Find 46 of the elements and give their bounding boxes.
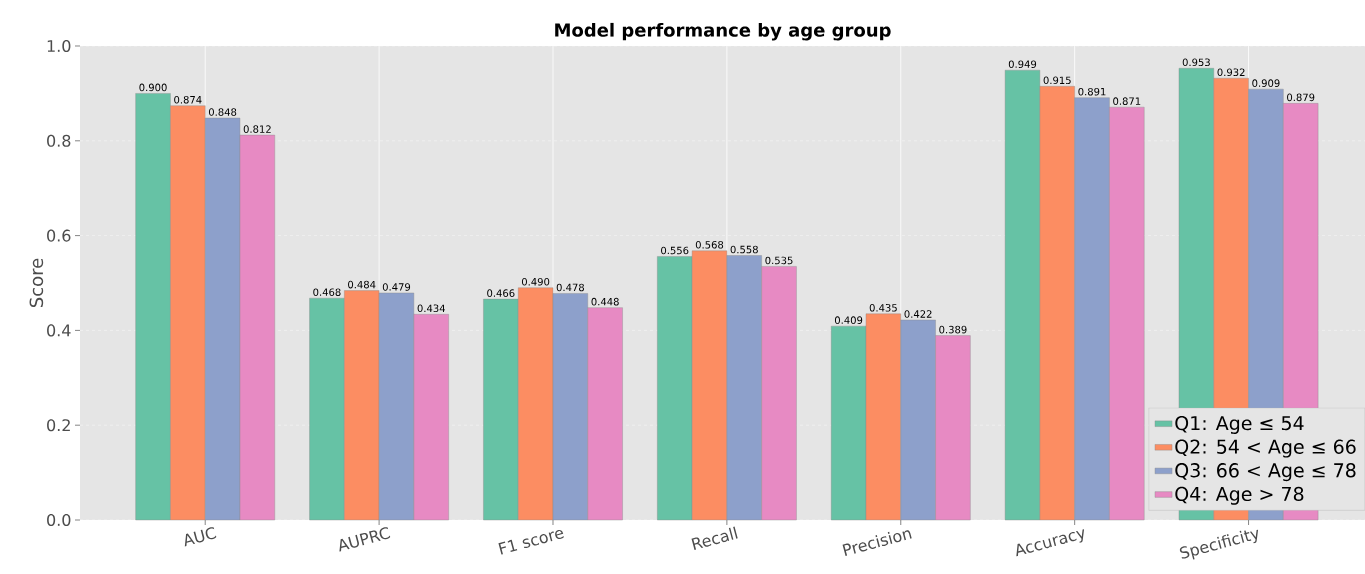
data-label: 0.953: [1182, 58, 1210, 67]
y-tick-label: 1.0: [47, 39, 71, 53]
legend-label: Q3: 66 < Age ≤ 78: [1175, 463, 1356, 482]
chart-title: Model performance by age group: [555, 22, 891, 41]
data-label: 0.812: [243, 125, 271, 133]
data-label: 0.466: [487, 289, 515, 297]
x-tick-label: Precision: [842, 530, 912, 557]
data-label: 0.891: [1078, 87, 1106, 96]
y-tick-label: 0.4: [47, 324, 71, 337]
data-label: 0.879: [1287, 93, 1315, 102]
y-tick-label: 0.0: [47, 513, 71, 527]
data-label: 0.448: [591, 297, 619, 306]
legend-label: Q1: Age ≤ 54: [1175, 415, 1304, 434]
y-tick-label: 0.2: [47, 419, 70, 432]
x-tick-label: AUC: [184, 527, 217, 547]
legend-label: Q2: 54 < Age ≤ 66: [1175, 439, 1356, 458]
data-label: 0.556: [661, 246, 689, 255]
data-label: 0.915: [1043, 76, 1071, 85]
data-label: 0.434: [417, 304, 446, 313]
y-tick-label: 0.8: [47, 134, 71, 147]
legend-label: Q4: Age > 78: [1175, 486, 1304, 505]
data-label: 0.422: [904, 310, 932, 318]
data-label: 0.435: [869, 304, 897, 312]
data-label: 0.558: [730, 245, 758, 254]
data-label: 0.389: [939, 325, 967, 334]
x-tick-label: F1 score: [498, 529, 564, 555]
data-label: 0.409: [834, 316, 863, 324]
data-label: 0.478: [556, 283, 584, 292]
x-tick-label: AUPRC: [339, 527, 391, 552]
data-label: 0.909: [1252, 79, 1280, 87]
data-label: 0.874: [174, 95, 202, 104]
data-label: 0.468: [313, 288, 341, 296]
data-label: 0.900: [139, 83, 167, 92]
x-tick-label: Recall: [691, 526, 738, 550]
data-label: 0.535: [765, 256, 793, 265]
data-label: 0.949: [1008, 60, 1037, 68]
data-label: 0.484: [348, 280, 376, 289]
data-label: 0.490: [521, 277, 550, 286]
data-label: 0.568: [695, 240, 724, 249]
x-tick-label: Accuracy: [1016, 529, 1085, 557]
y-tick-label: 0.6: [47, 229, 71, 242]
data-label: 0.848: [208, 108, 237, 116]
data-label: 0.479: [382, 283, 411, 291]
data-label: 0.932: [1217, 68, 1245, 77]
y-axis-title: Score: [29, 258, 44, 308]
data-label: 0.871: [1113, 97, 1141, 105]
